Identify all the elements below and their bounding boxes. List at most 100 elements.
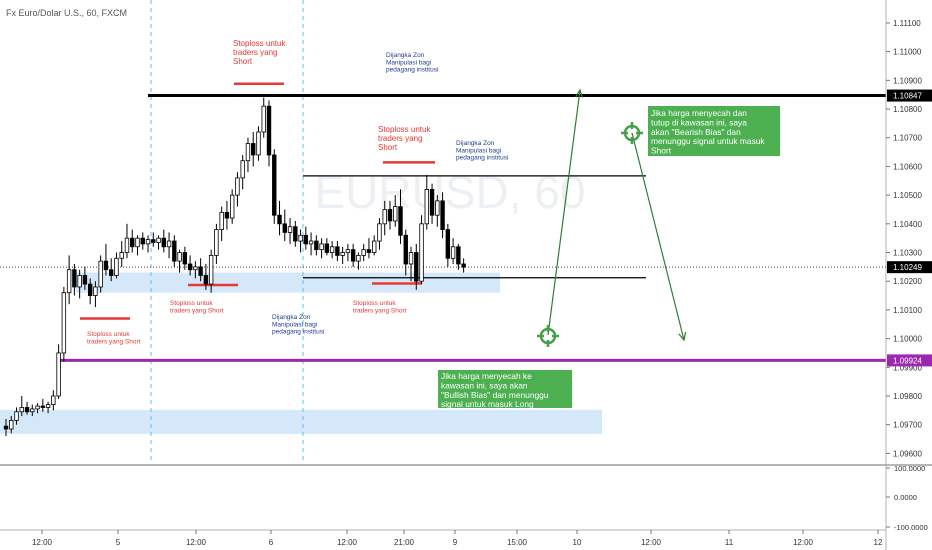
candle-body	[130, 237, 135, 248]
candle-body	[45, 404, 51, 408]
indicator-pane: 100.0000 0.0000 -100.0000	[0, 464, 932, 532]
bullish-note-text: Jika harga menyecah ke kawasan ini, saya …	[441, 371, 549, 409]
candle-body	[361, 249, 366, 256]
candle-body	[35, 405, 40, 410]
bullish-arrow[interactable]	[547, 89, 581, 336]
candle-body	[424, 188, 429, 225]
candle-body	[240, 160, 245, 179]
price-tick-label: 1.09800	[893, 392, 922, 401]
candle-body	[403, 234, 408, 265]
candle-body	[324, 243, 330, 253]
watermark: EURUSD, 60	[315, 166, 586, 218]
short-target-icon[interactable]	[621, 122, 643, 144]
notes-layer: Stoploss untuk traders yang Short Stoploss …	[87, 39, 780, 409]
price-tick-label: 1.10800	[893, 105, 922, 114]
candle-body	[114, 257, 119, 276]
time-tick-label: 21:00	[394, 538, 415, 547]
candle-body	[72, 269, 77, 288]
candle-body	[445, 229, 451, 259]
levels-layer	[0, 82, 886, 362]
price-label-bg	[887, 261, 932, 274]
bearish-arrow-head	[678, 332, 687, 342]
time-axis[interactable]: 12:00 5 12:00 6 12:00 21:00 9 15:00 10 12:00 11 12:…	[0, 529, 886, 547]
candle-body	[308, 240, 314, 245]
candle-body	[435, 200, 440, 216]
candle-body	[93, 286, 98, 296]
time-tick-label: 5	[116, 538, 121, 547]
stoploss-note-top: Stoploss untuk traders yang Short	[233, 39, 286, 66]
bullish-note-box	[438, 370, 572, 408]
candle-body	[214, 229, 219, 256]
price-tick-label: 1.10600	[893, 162, 922, 171]
candle-body	[235, 177, 240, 196]
candle-body	[245, 143, 251, 162]
manipulation-note-top: Dijangka Zon Manipulasi bagi pedagang inst…	[386, 52, 438, 74]
candle-body	[140, 237, 145, 245]
candle-body	[135, 237, 140, 248]
price-tick-label: 1.09700	[893, 421, 922, 430]
price-tick-label: 1.09600	[893, 449, 922, 458]
candle-body	[287, 226, 293, 233]
candle-body	[109, 269, 114, 276]
candle-body	[66, 269, 72, 294]
candle-body	[40, 405, 46, 408]
candle-body	[193, 266, 198, 271]
candle-body	[371, 240, 377, 253]
time-tick-label: 12:00	[793, 538, 814, 547]
candle-body	[387, 209, 393, 222]
stoploss-note-mid: Stoploss untuk traders yang Short	[378, 125, 431, 152]
candle-body	[224, 211, 230, 219]
candle-body	[414, 252, 419, 282]
candle-body	[450, 246, 456, 259]
bearish-arrow[interactable]	[631, 132, 685, 341]
time-tick-label: 12:00	[641, 538, 662, 547]
candle-body	[87, 283, 93, 296]
time-tick-label: 15:00	[507, 538, 528, 547]
candle-body	[151, 239, 156, 243]
candle-body	[382, 209, 387, 225]
demand-zone-lower[interactable]	[0, 409, 602, 434]
candle-body	[429, 188, 435, 216]
candle-body	[172, 240, 177, 262]
candle-body	[314, 240, 319, 251]
time-tick-label: 10	[573, 538, 582, 547]
candle-body	[251, 143, 256, 156]
candle-body	[366, 249, 372, 253]
candle-body	[124, 237, 130, 253]
price-tick-label: 1.11100	[893, 19, 921, 28]
candle-body	[119, 252, 124, 259]
candle-body	[293, 226, 298, 242]
candle-body	[303, 234, 309, 245]
candle-body	[356, 254, 361, 262]
demand-zone-upper[interactable]	[76, 272, 500, 293]
candle-body	[298, 234, 303, 242]
candle-body	[9, 419, 14, 430]
indicator-tick-label: 0.0000	[894, 493, 917, 502]
candle-body	[340, 252, 345, 256]
candle-body	[208, 254, 214, 285]
manipulation-note-mid: Dijangka Zon Manipulasi bagi pedagang inst…	[456, 140, 508, 162]
candle-body	[19, 407, 24, 413]
candle-body	[393, 206, 398, 222]
candle-body	[319, 243, 324, 251]
price-tick-label: 1.10300	[893, 249, 922, 258]
candle-body	[203, 275, 209, 285]
candle-body	[261, 105, 266, 133]
price-tick-label: 1.10200	[893, 277, 922, 286]
candle-body	[335, 246, 340, 256]
candle-body	[329, 246, 335, 253]
candle-body	[198, 266, 203, 276]
price-axis[interactable]: 1.11100 1.11000 1.10900 1.10800 1.10700 1.106…	[885, 0, 932, 550]
long-target-icon[interactable]	[537, 325, 559, 347]
candle-body	[61, 292, 67, 354]
candle-body	[256, 131, 261, 156]
time-tick-label: 12:00	[186, 538, 207, 547]
price-tick-label: 1.10000	[893, 335, 922, 344]
candle-body	[161, 237, 166, 248]
indicator-tick-label: 100.0000	[894, 464, 925, 473]
symbol-title: Fx Euro/Dolar U.S., 60, FXCM	[6, 8, 127, 18]
candle-body	[166, 240, 172, 248]
candle-body	[229, 194, 235, 219]
candle-body	[82, 275, 88, 285]
